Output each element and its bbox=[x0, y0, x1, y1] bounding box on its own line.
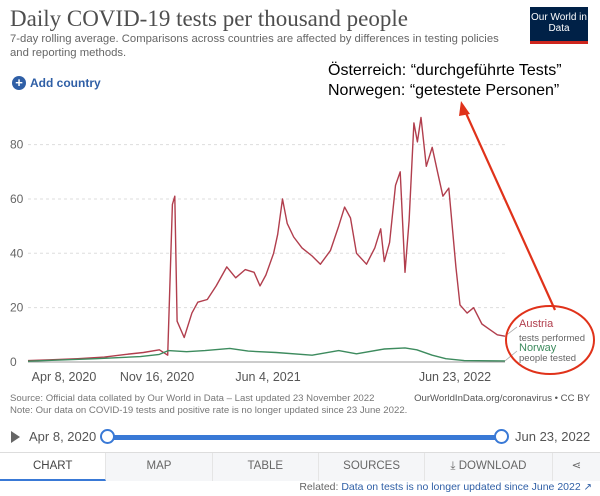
related-prefix: Related: bbox=[299, 481, 339, 493]
owid-logo[interactable]: Our World in Data bbox=[530, 7, 588, 44]
annotation-arrowhead bbox=[459, 101, 470, 116]
tab-table[interactable]: TABLE bbox=[212, 453, 319, 481]
x-tick-label: Nov 16, 2020 bbox=[120, 370, 194, 384]
view-tabs: CHART MAP TABLE SOURCES ⤓ DOWNLOAD ⋖ bbox=[0, 452, 600, 481]
x-tick-label: Apr 8, 2020 bbox=[32, 370, 97, 384]
timeline-end-label: Jun 23, 2022 bbox=[515, 429, 591, 444]
y-tick-label: 20 bbox=[10, 301, 24, 315]
add-country-label: Add country bbox=[30, 76, 101, 90]
timeline-start-handle[interactable] bbox=[100, 429, 115, 444]
y-tick-label: 80 bbox=[10, 138, 24, 152]
tab-sources[interactable]: SOURCES bbox=[318, 453, 426, 481]
y-tick-label: 60 bbox=[10, 192, 24, 206]
share-icon: ⋖ bbox=[571, 460, 582, 472]
related-bar: Related: Data on tests is no longer upda… bbox=[0, 481, 592, 493]
y-tick-label: 40 bbox=[10, 246, 24, 260]
note-text: Note: Our data on COVID-19 tests and pos… bbox=[10, 404, 408, 416]
annotation-text: Österreich: “durchgeführte Tests” Norweg… bbox=[328, 61, 562, 101]
x-tick-label: Jun 4, 2021 bbox=[235, 370, 300, 384]
annotation-arrow bbox=[463, 110, 557, 311]
tab-download[interactable]: ⤓ DOWNLOAD bbox=[425, 453, 553, 481]
timeline: Apr 8, 2020 Jun 23, 2022 bbox=[0, 426, 600, 448]
y-tick-label: 0 bbox=[10, 355, 17, 369]
series-line-austria bbox=[27, 116, 506, 362]
tab-map[interactable]: MAP bbox=[106, 453, 213, 481]
source-text: Source: Official data collated by Our Wo… bbox=[10, 393, 375, 404]
x-tick-label: Jun 23, 2022 bbox=[419, 370, 491, 384]
timeline-start-label: Apr 8, 2020 bbox=[29, 429, 97, 444]
play-icon[interactable] bbox=[11, 431, 20, 443]
legend-sublabel-austria: tests performed bbox=[519, 333, 585, 344]
share-button[interactable]: ⋖ bbox=[552, 453, 600, 481]
legend-label-norway: Norway bbox=[519, 342, 557, 354]
add-country-button[interactable]: + Add country bbox=[12, 76, 101, 90]
chart-footer: Source: Official data collated by Our Wo… bbox=[10, 393, 590, 416]
annotation-line-1: Österreich: “durchgeführte Tests” bbox=[328, 62, 562, 79]
line-chart: 0 20 40 60 80 Apr 8, 2020 Nov 16, 2020 Jun 4, 2… bbox=[10, 101, 595, 384]
annotation-circle bbox=[505, 305, 595, 375]
timeline-track[interactable] bbox=[106, 435, 501, 440]
related-link[interactable]: Data on tests is no longer updated since… bbox=[341, 481, 581, 493]
download-label: DOWNLOAD bbox=[458, 460, 527, 472]
credit-link[interactable]: OurWorldInData.org/coronavirus • CC BY bbox=[414, 393, 590, 404]
plus-icon: + bbox=[12, 76, 26, 90]
legend-sublabel-norway: people tested bbox=[519, 353, 576, 364]
external-link-icon: ↗ bbox=[583, 482, 592, 493]
timeline-end-handle[interactable] bbox=[494, 429, 509, 444]
tab-chart[interactable]: CHART bbox=[0, 453, 107, 481]
chart-subtitle: 7-day rolling average. Comparisons acros… bbox=[10, 33, 499, 59]
legend-label-austria: Austria bbox=[519, 318, 554, 330]
chart-title: Daily COVID-19 tests per thousand people bbox=[10, 6, 408, 31]
series-line-norway bbox=[27, 347, 506, 362]
annotation-line-2: Norwegen: “getestete Personen” bbox=[328, 82, 560, 99]
download-icon: ⤓ bbox=[450, 460, 459, 472]
